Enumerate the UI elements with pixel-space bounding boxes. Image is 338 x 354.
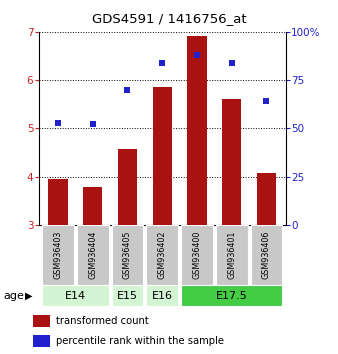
Text: GSM936402: GSM936402 bbox=[158, 230, 167, 279]
Text: percentile rank within the sample: percentile rank within the sample bbox=[56, 336, 224, 346]
Bar bbox=[83, 187, 102, 225]
Bar bbox=[112, 285, 143, 306]
Bar bbox=[33, 335, 50, 347]
Text: age: age bbox=[3, 291, 24, 301]
Text: GSM936406: GSM936406 bbox=[262, 231, 271, 279]
Bar bbox=[48, 179, 68, 225]
Bar bbox=[146, 285, 178, 306]
Bar bbox=[251, 225, 282, 285]
Bar bbox=[222, 99, 241, 225]
Text: GDS4591 / 1416756_at: GDS4591 / 1416756_at bbox=[92, 12, 246, 25]
Bar bbox=[77, 225, 108, 285]
Bar bbox=[181, 225, 213, 285]
Bar bbox=[42, 225, 74, 285]
Text: E16: E16 bbox=[152, 291, 173, 301]
Bar bbox=[153, 87, 172, 225]
Text: E17.5: E17.5 bbox=[216, 291, 248, 301]
Point bbox=[194, 52, 200, 58]
Text: GSM936404: GSM936404 bbox=[88, 231, 97, 279]
Bar bbox=[33, 315, 50, 327]
Point bbox=[160, 60, 165, 65]
Text: transformed count: transformed count bbox=[56, 316, 149, 326]
Text: GSM936400: GSM936400 bbox=[193, 231, 201, 279]
Bar bbox=[216, 225, 247, 285]
Bar bbox=[188, 36, 207, 225]
Point bbox=[90, 122, 95, 127]
Bar bbox=[146, 225, 178, 285]
Bar bbox=[112, 225, 143, 285]
Text: GSM936405: GSM936405 bbox=[123, 230, 132, 279]
Text: E14: E14 bbox=[65, 291, 86, 301]
Bar bbox=[42, 285, 108, 306]
Text: E15: E15 bbox=[117, 291, 138, 301]
Point bbox=[264, 98, 269, 104]
Point bbox=[125, 87, 130, 93]
Bar bbox=[181, 285, 282, 306]
Point bbox=[55, 120, 61, 125]
Point bbox=[229, 60, 235, 65]
Text: GSM936401: GSM936401 bbox=[227, 231, 236, 279]
Text: ▶: ▶ bbox=[25, 291, 32, 301]
Bar bbox=[118, 149, 137, 225]
Text: GSM936403: GSM936403 bbox=[53, 231, 63, 279]
Bar bbox=[257, 173, 276, 225]
